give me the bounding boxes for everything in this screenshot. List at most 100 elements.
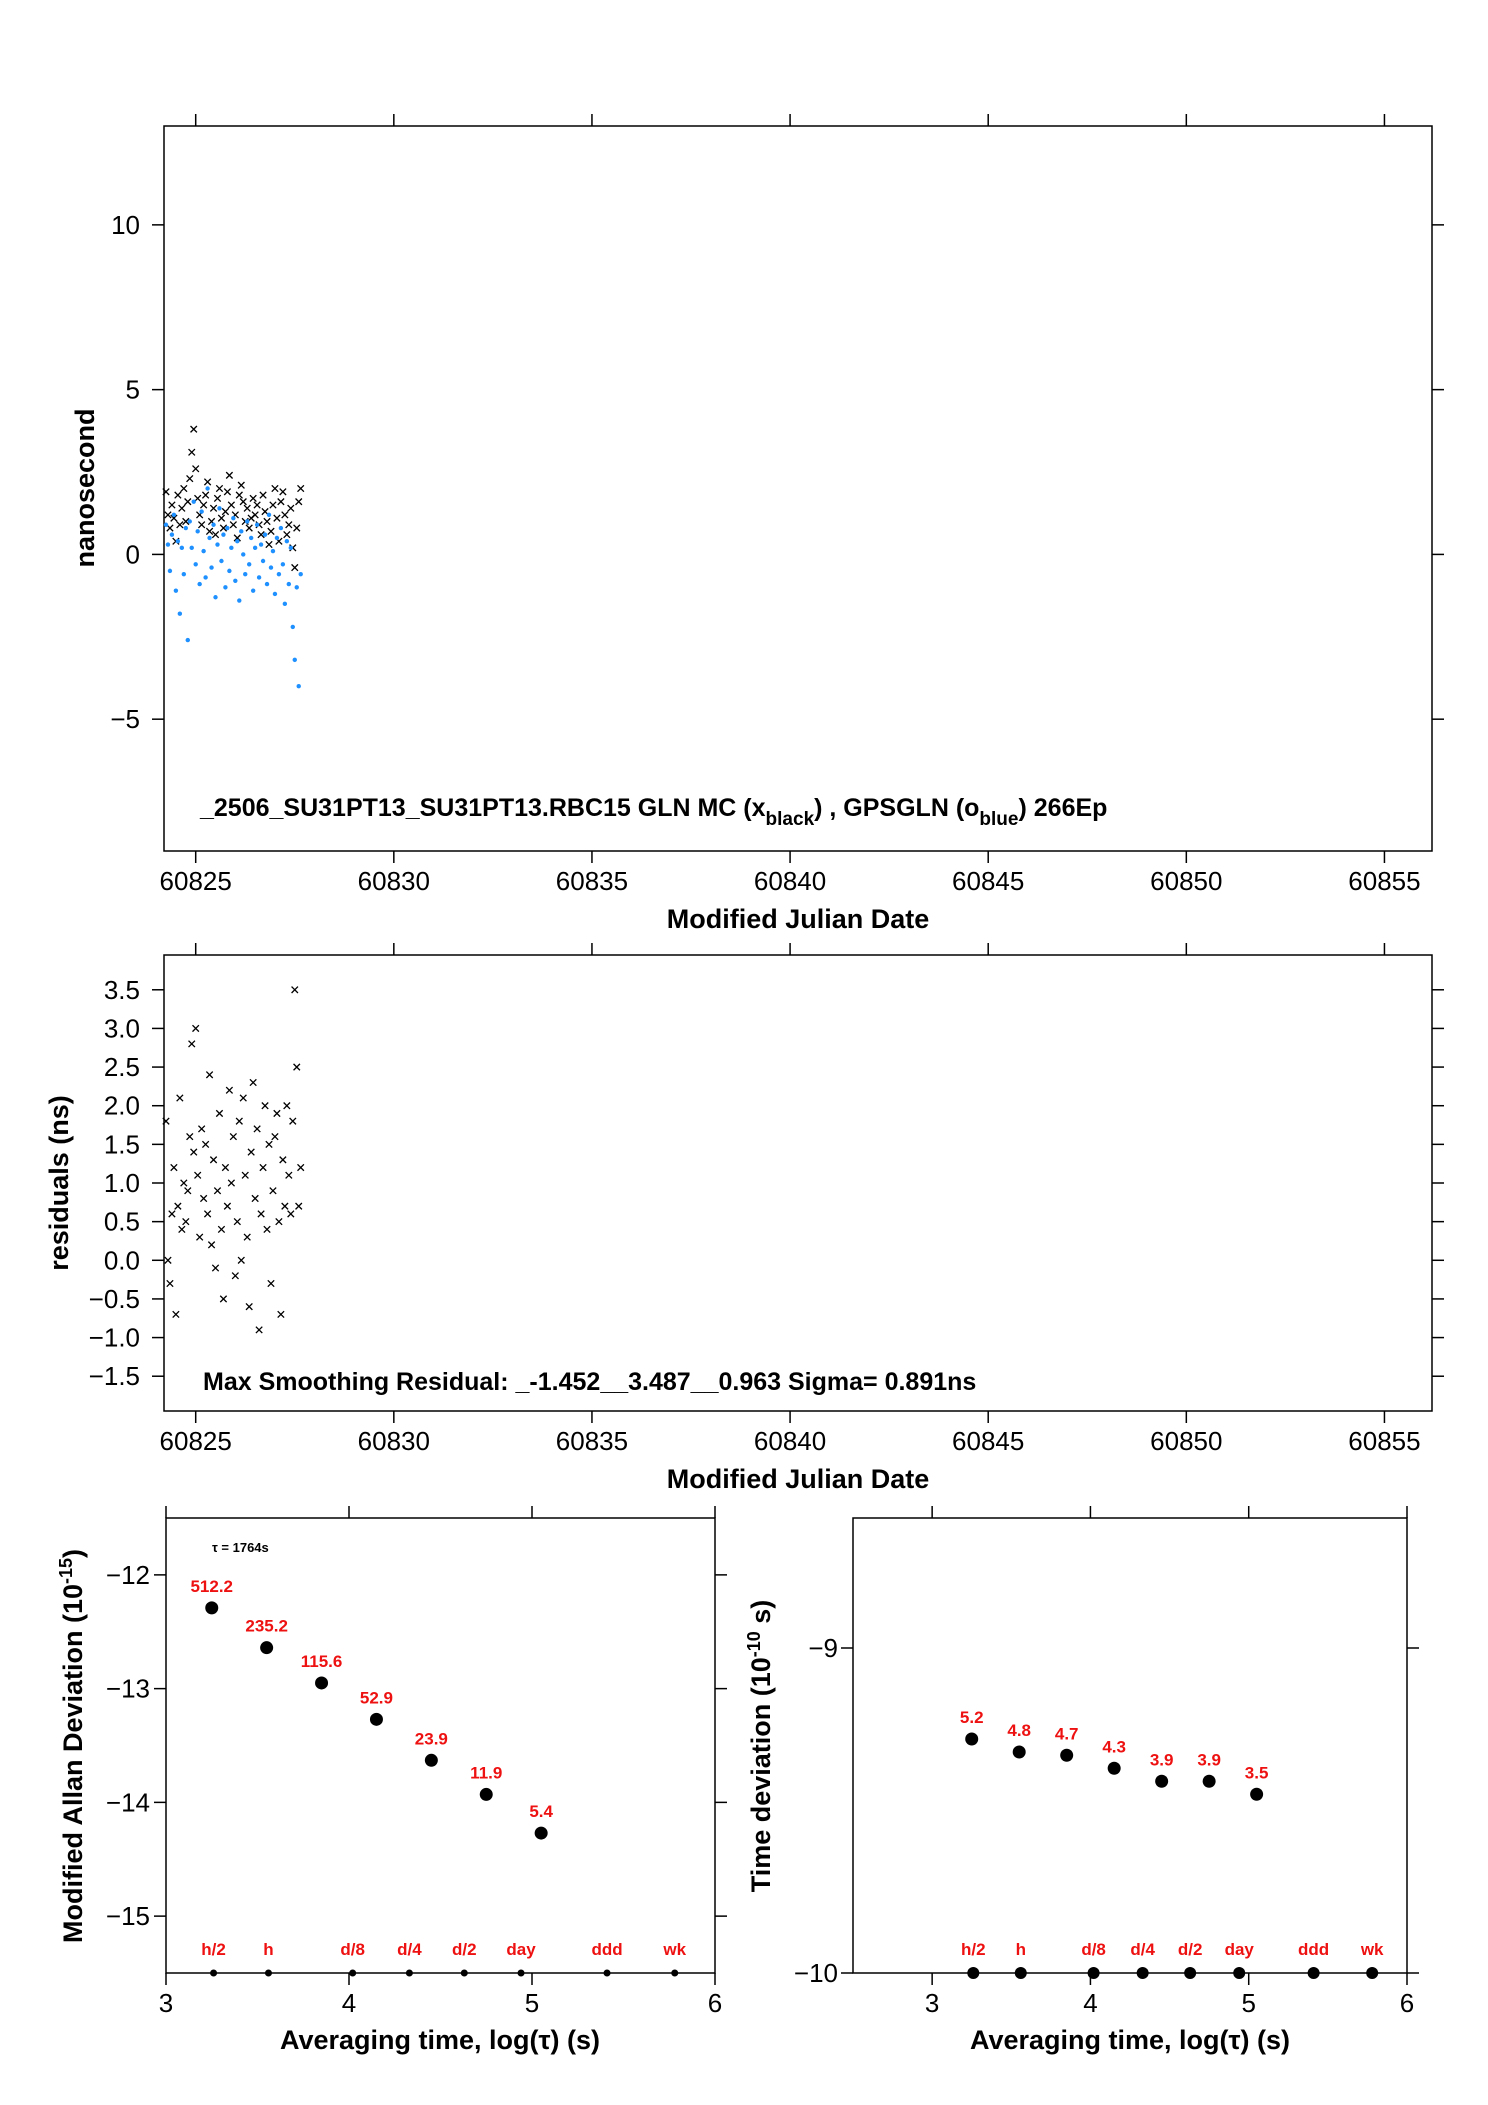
data-point-x	[186, 474, 194, 483]
data-point-x	[199, 501, 208, 509]
data-point-x	[188, 448, 196, 456]
data-point-x	[243, 1233, 251, 1241]
time-marker-label: d/2	[1178, 1940, 1203, 1959]
data-point-o	[171, 512, 177, 518]
data-point-o	[235, 539, 240, 544]
data-point-x	[217, 1225, 226, 1234]
data-point-o	[229, 545, 234, 551]
y-tick-label: −12	[106, 1560, 150, 1590]
y-tick-label: −14	[106, 1787, 150, 1817]
x-tick-label: 60850	[1150, 1426, 1222, 1456]
data-point-x	[287, 1210, 295, 1218]
data-point-x	[219, 1295, 228, 1303]
smoothing-residual-annotation: Max Smoothing Residual: _-1.452__3.487__…	[203, 1368, 976, 1396]
data-point-x	[253, 501, 261, 509]
deviation-point	[424, 1753, 438, 1767]
time-marker	[517, 1969, 525, 1977]
deviation-point	[1060, 1748, 1074, 1762]
data-point-x	[273, 514, 281, 522]
data-point-x	[217, 514, 226, 522]
data-point-x	[251, 1194, 259, 1203]
data-point-x	[227, 501, 236, 509]
data-point-x	[221, 507, 230, 516]
data-point-o	[205, 486, 210, 491]
annotation-sub-black: black	[766, 809, 815, 830]
time-marker	[349, 1969, 357, 1977]
x-tick-label: 60830	[358, 866, 430, 896]
data-point-o	[175, 539, 181, 544]
data-point-o	[292, 657, 297, 663]
data-source-annotation: _2506_SU31PT13_SU31PT13.RBC15 GLN MC (xb…	[199, 794, 1107, 830]
y-tick-label: 0.0	[104, 1245, 140, 1275]
data-point-o	[276, 571, 282, 577]
data-point-x	[223, 1202, 232, 1210]
data-point-x	[162, 1117, 170, 1125]
data-point-x	[229, 1132, 238, 1141]
data-point-x	[219, 524, 228, 532]
data-point-x	[170, 1163, 178, 1172]
data-point-x	[180, 1179, 188, 1187]
data-point-x	[190, 1148, 198, 1156]
modified-allan-deviation-panel: 3 4 5 6 −15 −14 −13 −12 512.2 235.2 115.6 52.9 23.…	[56, 1506, 727, 2055]
data-point-x	[190, 425, 198, 433]
time-marker-label: day	[1225, 1940, 1255, 1959]
data-point-x	[197, 1125, 206, 1133]
data-point-x	[192, 465, 200, 473]
y-axis-label-end: )	[58, 1549, 88, 1558]
data-point-o	[163, 522, 169, 527]
deviation-point	[315, 1676, 329, 1690]
data-point-o	[221, 532, 226, 537]
y-tick-label: −10	[794, 1958, 838, 1988]
time-deviation-panel: 3 4 5 6 −10 −9 5.2 4.8 4.7 4.3 3.9 3.9 3.5 h/2 h d/8 d…	[744, 1506, 1419, 2055]
data-point-x	[271, 484, 279, 493]
time-marker-label: wk	[1360, 1940, 1384, 1959]
data-point-x	[295, 1202, 303, 1210]
data-point-o	[254, 522, 260, 527]
x-tick-label: 60835	[556, 866, 628, 896]
data-point-x	[166, 1279, 174, 1288]
data-point-x	[205, 1071, 214, 1079]
data-point-x	[297, 484, 305, 493]
data-point-o	[213, 595, 218, 600]
data-point-x	[182, 517, 190, 526]
deviation-value-label: 3.9	[1150, 1750, 1174, 1769]
data-point-o	[197, 581, 202, 587]
time-marker-label: h/2	[961, 1940, 986, 1959]
data-point-x	[196, 1233, 204, 1241]
data-point-o	[209, 565, 214, 570]
data-point-x	[277, 1310, 285, 1319]
y-axis-label-exponent: -15	[56, 1558, 76, 1584]
data-point-x	[209, 1156, 218, 1164]
data-point-x	[203, 1210, 212, 1218]
data-point-o	[211, 522, 216, 527]
data-point-o	[298, 571, 303, 577]
time-marker-label: ddd	[591, 1940, 622, 1959]
x-tick-label: 60840	[754, 1426, 826, 1456]
data-point-o	[286, 581, 292, 587]
data-point-x	[168, 1210, 176, 1218]
data-point-x	[172, 1310, 180, 1319]
data-point-x	[291, 986, 299, 994]
data-point-o	[181, 571, 187, 577]
data-point-x	[265, 540, 273, 549]
data-point-x	[283, 1102, 291, 1110]
data-point-o	[177, 611, 183, 616]
y-tick-label: 3.0	[104, 1013, 140, 1043]
data-point-o	[250, 588, 256, 593]
deviation-value-label: 3.9	[1197, 1750, 1221, 1769]
time-marker	[460, 1969, 468, 1977]
deviation-point	[1012, 1745, 1026, 1759]
data-point-x	[263, 517, 271, 526]
data-point-o	[272, 591, 278, 597]
y-tick-label: 2.0	[104, 1091, 140, 1121]
x-tick-label: 60855	[1348, 1426, 1420, 1456]
y-axis-label: nanosecond	[70, 408, 100, 567]
x-axis-label: Modified Julian Date	[667, 904, 930, 934]
data-point-x	[201, 1140, 210, 1149]
plot-frame	[163, 954, 1433, 1412]
data-point-x	[197, 521, 206, 529]
data-point-o	[270, 548, 276, 554]
data-point-o	[256, 575, 262, 580]
data-point-x	[287, 504, 295, 512]
deviation-value-label: 52.9	[360, 1688, 393, 1707]
